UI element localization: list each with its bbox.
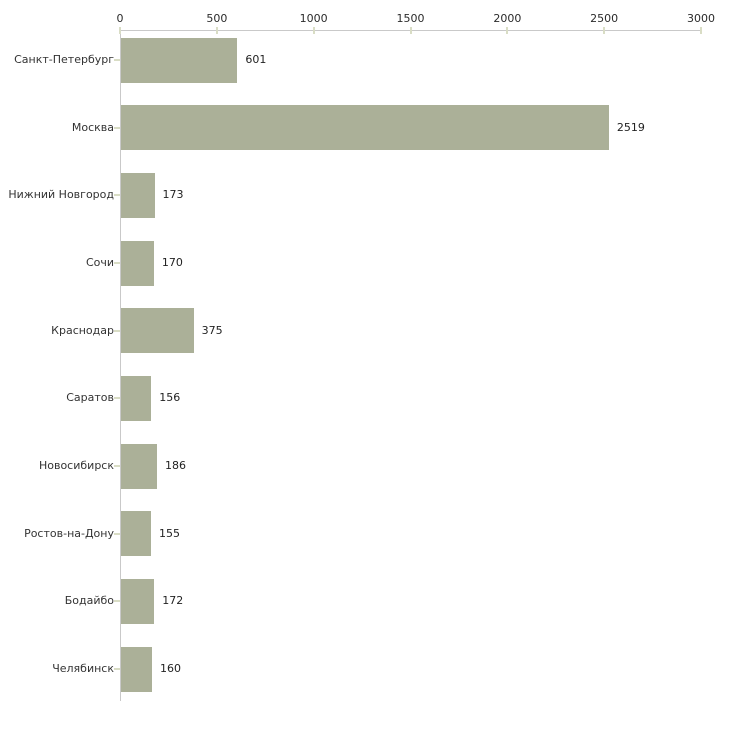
x-axis-tick-mark — [119, 27, 121, 34]
x-axis-tick-label: 2000 — [493, 12, 522, 25]
bar-7 — [121, 511, 152, 557]
category-label: Нижний Новгород — [8, 188, 114, 202]
category-label: Краснодар — [51, 323, 114, 337]
bar-2 — [121, 172, 155, 218]
x-axis-tick-label: 2500 — [590, 12, 619, 25]
bar-0 — [121, 37, 238, 83]
x-axis-tick-mark — [506, 27, 509, 34]
bar-5 — [121, 375, 152, 421]
category-label: Саратов — [66, 391, 114, 405]
x-axis-tick-mark — [603, 27, 606, 34]
x-axis-tick-label: 1500 — [396, 12, 425, 25]
y-axis-line — [120, 30, 121, 701]
x-axis-tick-label: 3000 — [687, 12, 715, 25]
category-tick-mark — [114, 465, 120, 468]
value-label: 186 — [165, 459, 187, 473]
category-tick-mark — [114, 397, 120, 400]
category-tick-mark — [114, 194, 120, 197]
value-label: 2519 — [616, 120, 645, 134]
bar-4 — [121, 308, 194, 354]
x-axis-tick-mark — [312, 27, 315, 34]
value-label: 375 — [201, 323, 223, 337]
x-axis-tick-label: 1000 — [299, 12, 328, 25]
category-tick-mark — [114, 329, 120, 332]
category-label: Москва — [71, 120, 114, 134]
bar-1 — [121, 105, 609, 151]
category-label: Сочи — [85, 256, 114, 269]
value-label: 173 — [162, 188, 184, 202]
value-label: 155 — [159, 526, 181, 540]
value-label: 160 — [159, 662, 181, 676]
x-axis-tick-label: 0 — [116, 12, 124, 25]
category-tick-mark — [114, 600, 120, 603]
value-label: 170 — [161, 256, 183, 269]
bar-6 — [121, 443, 158, 489]
category-label: Челябинск — [52, 662, 114, 676]
category-label: Санкт-Петербург — [14, 53, 114, 66]
value-label: 172 — [162, 594, 184, 608]
x-axis-tick-mark — [700, 27, 702, 34]
category-label: Ростов-на-Дону — [24, 526, 114, 540]
x-axis-tick-mark — [409, 27, 412, 34]
category-tick-mark — [114, 126, 120, 129]
category-tick-mark — [114, 532, 120, 535]
value-label: 156 — [159, 391, 181, 405]
bar-8 — [121, 578, 155, 624]
category-tick-mark — [114, 59, 120, 61]
x-axis-tick-label: 500 — [206, 12, 228, 25]
category-label: Новосибирск — [38, 459, 114, 473]
category-tick-mark — [114, 668, 120, 671]
category-label: Бодайбо — [64, 594, 114, 608]
value-label: 601 — [245, 53, 267, 66]
category-tick-mark — [114, 262, 120, 264]
bar-3 — [121, 240, 154, 286]
x-axis-tick-mark — [215, 27, 218, 34]
bar-9 — [121, 646, 152, 692]
